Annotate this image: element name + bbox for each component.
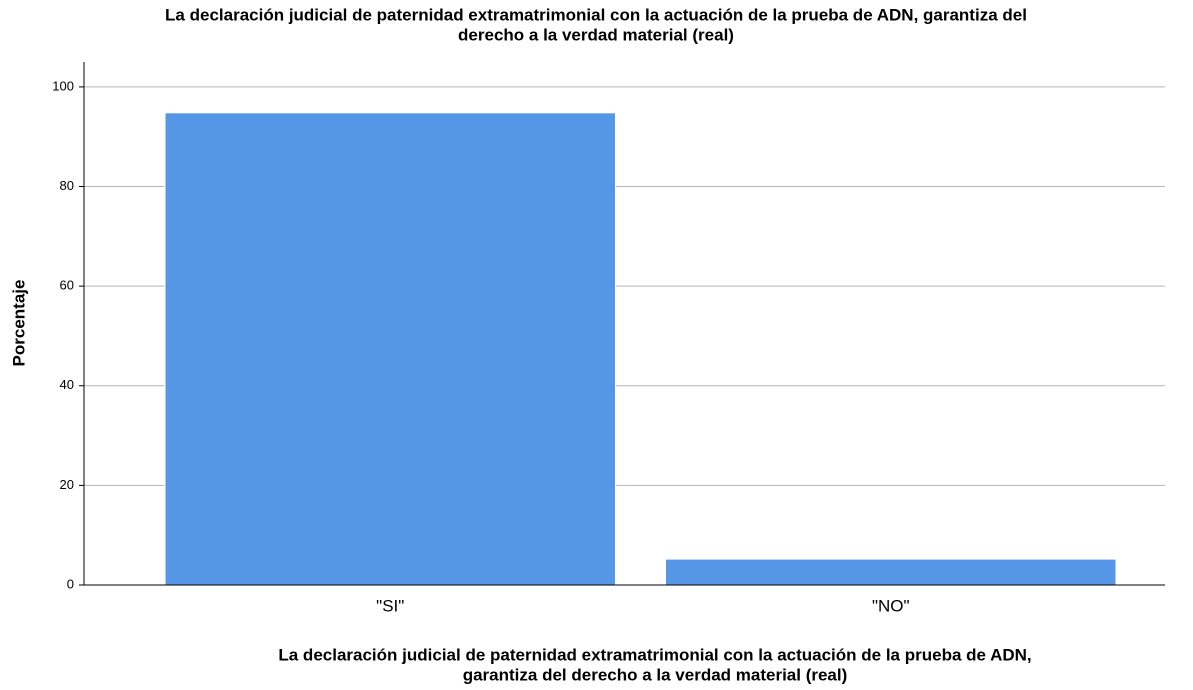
- x-axis-label: garantiza del derecho a la verdad materi…: [463, 665, 848, 684]
- x-axis-label: La declaración judicial de paternidad ex…: [278, 645, 1031, 664]
- y-tick-label: 80: [60, 178, 74, 193]
- y-tick-label: 20: [60, 477, 74, 492]
- bar: [665, 558, 1117, 586]
- y-tick-label: 100: [52, 78, 74, 93]
- y-axis-label: Porcentaje: [9, 280, 28, 367]
- x-tick-label: "SI": [376, 596, 404, 615]
- bar: [164, 112, 616, 586]
- y-tick-label: 40: [60, 377, 74, 392]
- y-tick-label: 0: [67, 576, 74, 591]
- chart-title: La declaración judicial de paternidad ex…: [165, 5, 1027, 24]
- x-tick-label: "NO": [872, 596, 910, 615]
- y-tick-label: 60: [60, 278, 74, 293]
- chart-title: derecho a la verdad material (real): [458, 25, 734, 44]
